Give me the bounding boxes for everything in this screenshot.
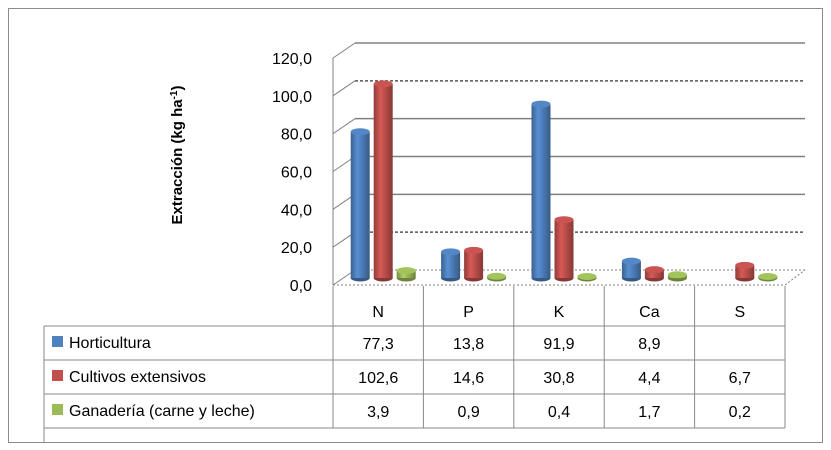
data-label: 8,9 (638, 336, 660, 353)
bar-body (531, 104, 551, 279)
chart-border (8, 8, 823, 443)
y-axis-label: Extracción (kg ha-1) (169, 86, 187, 225)
bar (531, 100, 551, 282)
bar (350, 128, 370, 282)
legend-label: Horticultura (69, 335, 151, 352)
y-axis-ticks: 0,0 20,0 40,0 60,0 80,0 100,0 120,0 (272, 51, 312, 295)
data-label: 0,9 (457, 404, 479, 421)
legend-swatch (52, 336, 63, 347)
bar (667, 271, 687, 282)
bar (554, 216, 574, 282)
data-label: 91,9 (543, 336, 574, 353)
legend-label: Cultivos extensivos (69, 369, 206, 386)
data-label: 6,7 (729, 370, 751, 387)
floor-right-edge (784, 269, 806, 286)
bar-body (350, 131, 370, 278)
bar (396, 267, 416, 282)
bar-body (644, 269, 664, 278)
side-wall-gridline (332, 118, 356, 135)
bar-top (531, 100, 551, 108)
x-tick-label: N (372, 304, 384, 321)
y-tick-label: 80,0 (281, 127, 312, 144)
data-label: 0,4 (548, 404, 570, 421)
bar-top (758, 273, 778, 280)
bar (758, 273, 778, 282)
bar (577, 273, 597, 282)
y-tick-label: 40,0 (281, 202, 312, 219)
bar-body (621, 261, 641, 278)
bar-top (487, 272, 507, 280)
data-label: 0,2 (729, 404, 751, 421)
x-tick-label: S (734, 304, 745, 321)
legend-swatch (52, 404, 63, 415)
bar-top (396, 267, 416, 275)
bar-body (396, 270, 416, 278)
bar-top (621, 257, 641, 265)
bar (735, 261, 755, 282)
gridlines (332, 42, 805, 248)
y-tick-label: 20,0 (281, 240, 312, 257)
x-tick-label: P (463, 304, 474, 321)
bar-top (373, 80, 393, 88)
bar-top (577, 273, 597, 280)
y-tick-label: 0,0 (290, 278, 312, 295)
bar-top (441, 248, 461, 256)
bar (464, 246, 484, 282)
bar-top (735, 261, 755, 269)
x-tick-label: K (554, 304, 565, 321)
data-label: 102,6 (358, 370, 398, 387)
bar-body (441, 251, 461, 278)
bar-top (554, 216, 574, 224)
x-tick-label: Ca (639, 304, 660, 321)
bar-body (373, 83, 393, 278)
bar (487, 272, 507, 282)
data-label: 3,9 (367, 404, 389, 421)
bar (644, 266, 664, 282)
y-tick-label: 100,0 (272, 89, 312, 106)
bar-body (735, 265, 755, 278)
data-table: N P K Ca S Horticultura 77,3 13,8 91,9 8,9 Cultivo… (43, 286, 786, 442)
data-label: 1,7 (638, 404, 660, 421)
y-axis-label-superscript: -1 (169, 90, 180, 99)
y-tick-label: 120,0 (272, 51, 312, 68)
bar-top (667, 271, 687, 279)
data-label: 77,3 (363, 336, 394, 353)
data-label: 30,8 (543, 370, 574, 387)
bar-top (464, 246, 484, 254)
bar-top (350, 128, 370, 136)
bar (441, 248, 461, 282)
data-label: 13,8 (453, 336, 484, 353)
y-tick-label: 60,0 (281, 165, 312, 182)
bars (350, 80, 778, 282)
data-label: 4,4 (638, 370, 660, 387)
bar-body (554, 219, 574, 278)
bar-top (644, 266, 664, 274)
bar (621, 257, 641, 282)
legend-label: Ganadería (carne y leche) (69, 403, 255, 420)
side-wall-gridline (332, 42, 356, 59)
bar (373, 80, 393, 282)
side-wall-gridline (332, 80, 356, 97)
legend-swatch (52, 370, 63, 381)
data-label: 14,6 (453, 370, 484, 387)
bar-body (464, 250, 484, 278)
